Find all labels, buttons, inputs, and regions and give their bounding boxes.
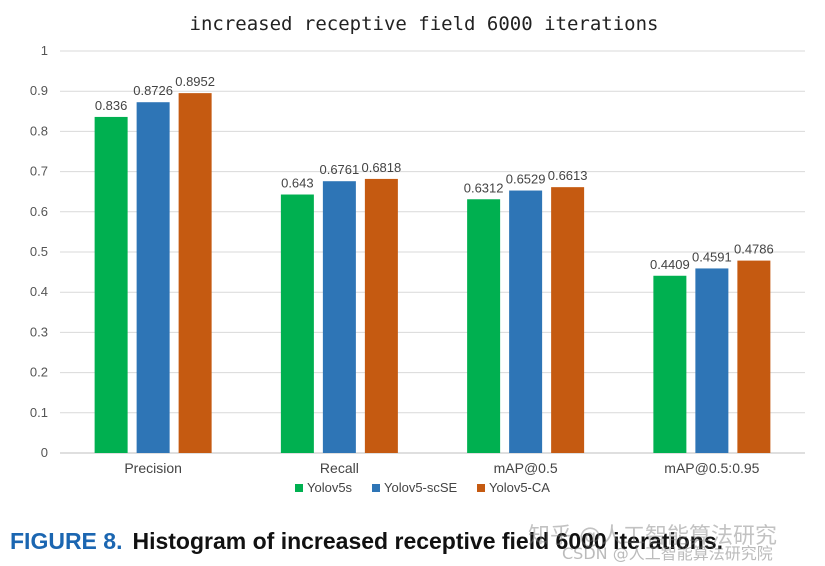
bar-yolov5s — [280, 194, 314, 453]
y-tick-label: 0.5 — [30, 244, 48, 259]
y-tick-label: 0.1 — [30, 405, 48, 420]
legend: Yolov5s Yolov5-scSE Yolov5-CA — [295, 480, 550, 495]
bar-yolov5s — [467, 199, 501, 453]
data-label: 0.8726 — [133, 83, 173, 98]
bar-yolov5-scse — [136, 102, 170, 454]
y-tick-label: 0.6 — [30, 204, 48, 219]
data-label: 0.4409 — [650, 257, 690, 272]
y-tick-label: 0.8 — [30, 123, 48, 138]
legend-label: Yolov5-CA — [489, 480, 550, 495]
legend-swatch — [295, 484, 303, 492]
y-tick-label: 0 — [41, 445, 48, 460]
y-tick-label: 0.2 — [30, 365, 48, 380]
bar-yolov5-ca — [737, 260, 771, 453]
x-category-label: mAP@0.5:0.95 — [664, 460, 759, 476]
chart-title: increased receptive field 6000 iteration… — [190, 13, 659, 35]
bar-yolov5-scse — [509, 190, 543, 454]
bar-yolov5s — [94, 116, 128, 453]
y-tick-label: 0.3 — [30, 324, 48, 339]
x-category-label: Precision — [124, 460, 182, 476]
data-label: 0.6761 — [319, 162, 359, 177]
y-axis-ticks: 0 0.1 0.2 0.3 0.4 0.5 0.6 0.7 0.8 0.9 1 — [30, 43, 48, 460]
x-category-label: mAP@0.5 — [494, 460, 558, 476]
data-label: 0.4786 — [734, 242, 774, 257]
legend-label: Yolov5-scSE — [384, 480, 458, 495]
x-category-label: Recall — [320, 460, 359, 476]
figure-caption: FIGURE 8. Histogram of increased receptiv… — [10, 528, 815, 562]
y-tick-label: 0.9 — [30, 83, 48, 98]
data-label: 0.6818 — [361, 160, 401, 175]
data-label: 0.6529 — [506, 172, 546, 187]
bar-yolov5-ca — [178, 93, 212, 453]
y-tick-label: 0.4 — [30, 284, 48, 299]
bar-chart: increased receptive field 6000 iteration… — [30, 13, 805, 495]
data-label: 0.643 — [281, 176, 314, 191]
bar-yolov5-scse — [695, 268, 729, 453]
bar-yolov5s — [653, 275, 687, 453]
y-tick-label: 1 — [41, 43, 48, 58]
data-label: 0.836 — [95, 98, 128, 113]
bar-yolov5-ca — [364, 178, 398, 454]
legend-swatch — [477, 484, 485, 492]
bar-yolov5-ca — [551, 187, 585, 453]
data-label: 0.6312 — [464, 180, 504, 195]
data-label: 0.4591 — [692, 249, 732, 264]
legend-swatch — [372, 484, 380, 492]
bars — [94, 93, 771, 454]
x-axis-categories: Precision Recall mAP@0.5 mAP@0.5:0.95 — [124, 460, 759, 476]
legend-label: Yolov5s — [307, 480, 353, 495]
chart-area: increased receptive field 6000 iteration… — [30, 13, 805, 495]
bar-yolov5-scse — [322, 181, 356, 453]
figure-number: FIGURE 8. — [10, 528, 123, 554]
y-tick-label: 0.7 — [30, 164, 48, 179]
data-label: 0.8952 — [175, 74, 215, 89]
data-label: 0.6613 — [548, 168, 588, 183]
figure-caption-text: Histogram of increased receptive field 6… — [132, 528, 724, 554]
